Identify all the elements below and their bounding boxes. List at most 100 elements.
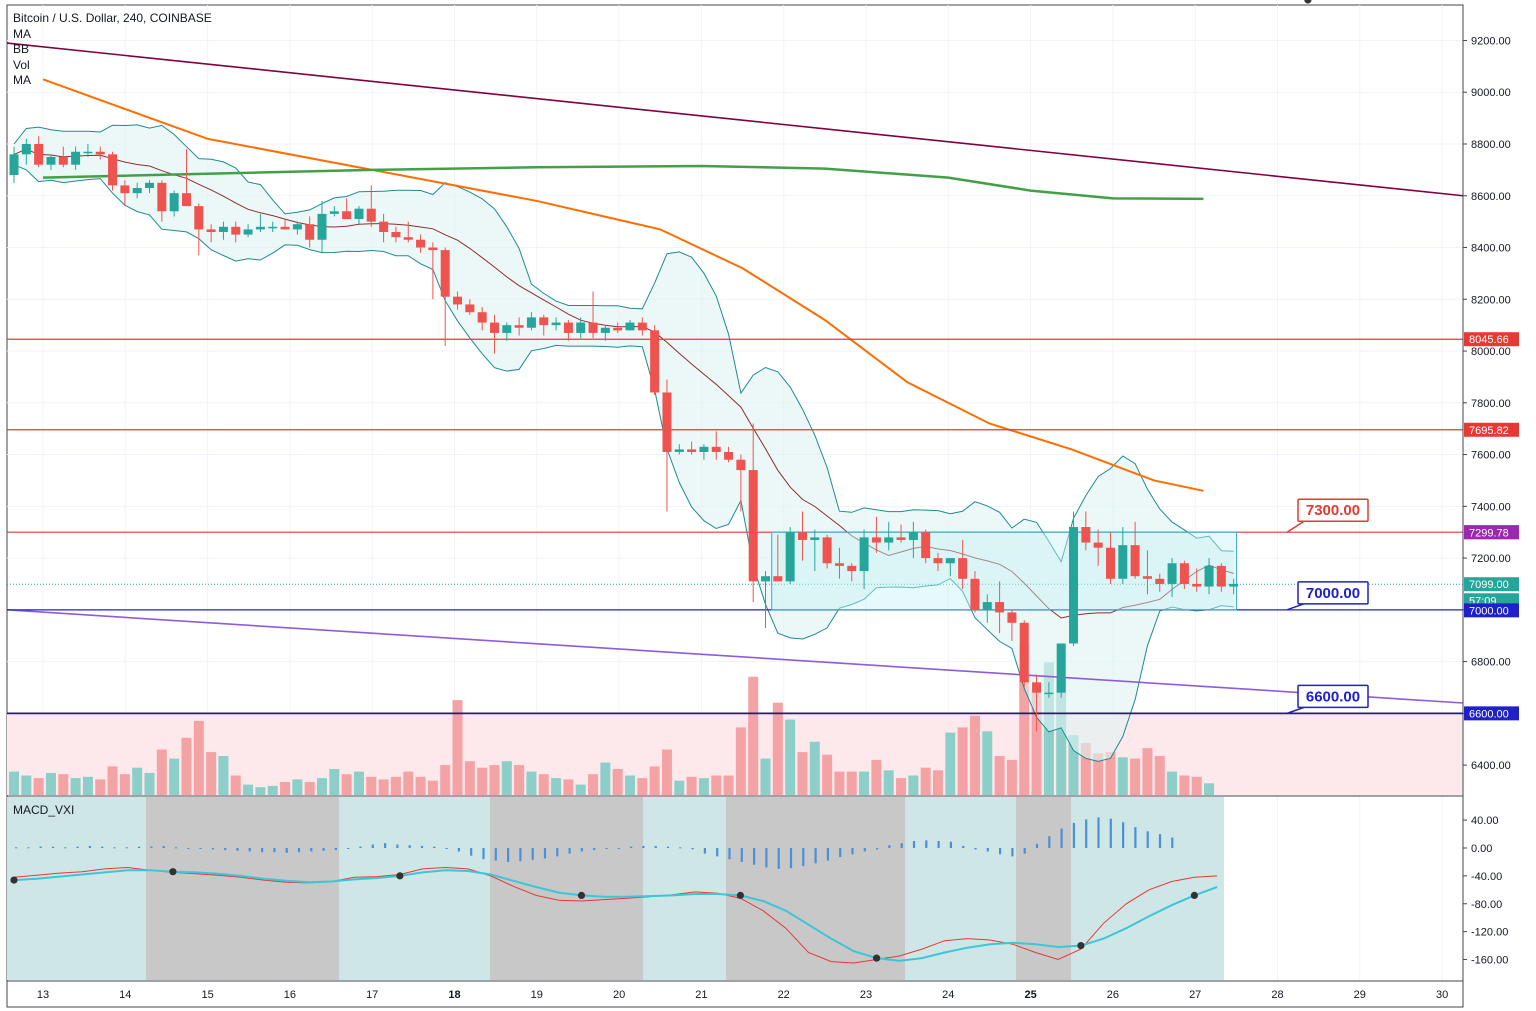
macd-histogram-bar [765,848,768,868]
volume-bar [896,778,907,795]
macd-histogram-bar [1011,848,1014,857]
macd-histogram-bar [900,843,903,848]
callout-7000.00: 7000.00 [1286,581,1369,611]
macd-band [726,797,905,980]
macd-histogram-bar [753,848,756,865]
candle-body [477,312,487,323]
macd-pane-title[interactable]: MACD_VXI [13,803,75,817]
volume-bar [317,778,327,795]
time-tick-label: 14 [119,989,131,1001]
indicator-vol-label[interactable]: Vol [13,57,30,72]
volume-bar [1204,783,1215,795]
macd-histogram-bar [101,846,104,848]
candle-body [1056,643,1066,693]
candle-body [317,213,327,240]
volume-bar [1006,759,1017,795]
macd-histogram-bar [494,848,497,861]
volume-bar [674,780,685,795]
macd-histogram-bar [580,848,583,852]
ma-fast-line [13,148,1234,619]
volume-bar [809,741,820,795]
candle-body [514,325,524,328]
candle-body [687,449,697,452]
volume-bar [698,778,709,795]
volume-bar [132,767,143,795]
price-tick-label: 8200.00 [1471,294,1511,306]
volume-bar [1019,645,1030,795]
macd-histogram-bar [876,848,879,850]
time-tick-label: 25 [1024,989,1036,1001]
indicator-ma-label[interactable]: MA [13,26,31,41]
candle-body [699,446,709,452]
macd-histogram-bar [482,848,485,860]
candle-body [403,237,413,240]
macd-histogram-bar [519,848,522,862]
volume-bar [489,765,500,795]
candle-body [502,325,512,333]
macd-histogram-bar [691,848,694,850]
volume-bar [933,770,943,795]
callout-pointer [1286,706,1305,715]
trendline [6,42,1464,197]
volume-bar [21,775,32,795]
macd-histogram-bar [802,848,805,867]
volume-bar [119,774,130,795]
macd-histogram-bar [76,846,79,848]
macd-histogram-bar [851,848,854,855]
macd-histogram-bar [863,848,866,852]
candle-body [970,578,980,610]
candle-body [1204,565,1214,587]
macd-histogram-bar [224,848,227,851]
volume-bar [366,776,377,795]
candle-body [120,185,130,194]
candle-body [34,144,44,165]
macd-cross-point [1190,891,1198,899]
volume-bar [748,676,759,795]
price-tick-label: 7400.00 [1471,501,1511,513]
volume-bar [353,771,364,795]
price-tick-label: 6800.00 [1471,657,1511,669]
bollinger-lower [13,164,1234,762]
macd-histogram-bar [371,844,374,848]
candle-body [674,449,684,452]
candle-body [218,226,228,232]
candle-body [9,154,19,176]
candle-body [773,576,783,582]
candle-body [1155,578,1165,584]
macd-tick-label: -80.00 [1471,899,1502,911]
macd-cross-point [396,872,404,880]
macd-histogram-bar [666,846,670,848]
price-badge [1464,706,1519,721]
candle-body [1032,682,1042,693]
macd-histogram-bar [396,844,399,848]
macd-histogram-bar [789,848,793,869]
candle-body [797,532,807,540]
candle-body [822,537,832,564]
price-badge-label: 7299.78 [1469,527,1509,539]
volume-bar [994,756,1005,795]
candle-body [588,322,598,333]
candle-body [440,250,450,297]
volume-bar [218,756,229,795]
volume-bar [551,778,562,795]
volume-bar [575,784,586,795]
candle-body [551,322,561,326]
volume-bar [588,774,599,795]
price-tick-label: 7200.00 [1471,553,1511,565]
macd-histogram-bar [777,848,780,869]
indicator-ma2-label[interactable]: MA [13,73,31,87]
indicator-bb-label[interactable]: BB [13,42,30,56]
candle-body [292,224,302,230]
macd-tick-label: -160.00 [1471,955,1508,967]
signal-line [13,869,1218,962]
time-tick-label: 29 [1354,989,1366,1001]
macd-histogram-bar [297,848,301,853]
volume-bar [1154,756,1165,795]
volume-bar [1179,775,1190,795]
volume-bar [70,778,81,795]
macd-histogram-bar [39,846,42,848]
candle-body [58,156,68,165]
volume-bar [1093,753,1104,795]
volume-bar [1167,771,1178,795]
